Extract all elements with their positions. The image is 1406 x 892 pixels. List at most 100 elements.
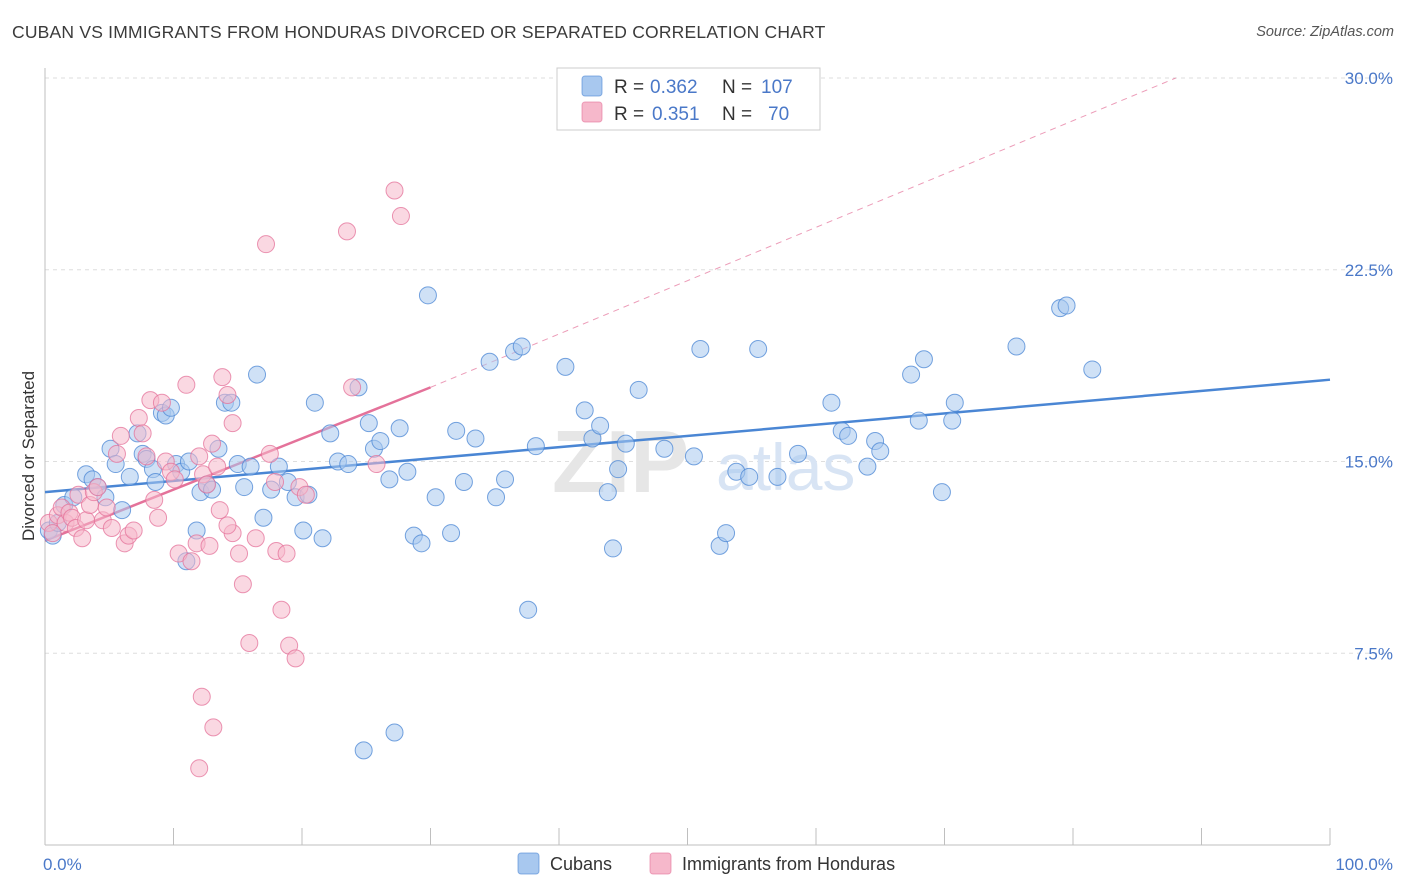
trend-line-dashed-1 [430, 77, 1176, 388]
data-point [768, 467, 787, 486]
data-point [113, 501, 132, 520]
data-point [902, 365, 921, 384]
data-point [932, 483, 951, 502]
data-point [233, 575, 252, 594]
data-point [717, 524, 736, 543]
data-point [192, 687, 211, 706]
data-point [603, 539, 622, 558]
source-label: Source: ZipAtlas.com [1256, 24, 1394, 40]
legend-r-label-0: R = [614, 77, 644, 98]
data-point [616, 434, 635, 453]
data-point [519, 600, 538, 619]
data-point [210, 501, 229, 520]
data-point [266, 472, 285, 491]
data-point [609, 460, 628, 479]
legend-swatch-cubans [581, 75, 603, 97]
data-point [111, 426, 130, 445]
data-point [177, 375, 196, 394]
data-point [412, 534, 431, 553]
data-point [371, 432, 390, 451]
trend-line-0 [44, 378, 1331, 494]
data-point [909, 411, 928, 430]
data-point [120, 467, 139, 486]
data-point [426, 488, 445, 507]
y-axis-label: Divorced or Separated [19, 371, 38, 541]
data-point [858, 457, 877, 476]
data-point [391, 207, 410, 226]
y-tick-label: 7.5% [1354, 644, 1393, 663]
data-point [385, 723, 404, 742]
data-point [197, 475, 216, 494]
data-point [914, 350, 933, 369]
data-point [447, 421, 466, 440]
data-point [575, 401, 594, 420]
legend-n-value-1: 70 [768, 104, 789, 125]
data-point [943, 411, 962, 430]
data-point [102, 518, 121, 537]
data-point [272, 600, 291, 619]
data-point [871, 442, 890, 461]
data-point [398, 462, 417, 481]
data-point [190, 447, 209, 466]
data-point [190, 759, 209, 778]
data-point [556, 357, 575, 376]
data-point [339, 455, 358, 474]
y-tick-label: 15.0% [1345, 453, 1393, 472]
x-tick-labels: 0.0% 100.0% [43, 855, 1393, 874]
data-points [39, 181, 1102, 778]
data-point [218, 386, 237, 405]
legend-box: R = 0.362 N = 107 R = 0.351 N = 70 [556, 67, 821, 131]
data-point [152, 393, 171, 412]
legend-swatch-honduras [581, 101, 603, 123]
legend-n-value-0: 107 [761, 77, 793, 98]
data-point [230, 544, 249, 563]
data-point [367, 455, 386, 474]
bottom-legend-label-cubans: Cubans [550, 854, 612, 874]
data-point [182, 552, 201, 571]
bottom-legend-label-honduras: Immigrants from Honduras [682, 854, 895, 874]
data-point [213, 368, 232, 387]
data-point [466, 429, 485, 448]
data-point [149, 508, 168, 527]
data-point [241, 457, 260, 476]
bottom-legend-swatch-honduras [649, 852, 672, 875]
data-point [200, 536, 219, 555]
data-point [591, 416, 610, 435]
data-point [1007, 337, 1026, 356]
data-point [740, 467, 759, 486]
data-point [137, 447, 156, 466]
y-tick-label: 22.5% [1345, 261, 1393, 280]
data-point [248, 365, 267, 384]
series-honduras [39, 181, 410, 778]
data-point [822, 393, 841, 412]
data-point [1057, 296, 1076, 315]
data-point [1083, 360, 1102, 379]
data-point [146, 472, 165, 491]
data-point [133, 424, 152, 443]
data-point [839, 426, 858, 445]
data-point [442, 524, 461, 543]
legend-n-label-0: N = [722, 77, 752, 98]
data-point [321, 424, 340, 443]
data-point [88, 478, 107, 497]
data-point [749, 340, 768, 359]
data-point [454, 472, 473, 491]
data-point [496, 470, 515, 489]
data-point [43, 524, 62, 543]
data-point [145, 490, 164, 509]
data-point [684, 447, 703, 466]
data-point [77, 511, 96, 530]
data-point [691, 340, 710, 359]
grid-lines [45, 77, 1392, 654]
data-point [945, 393, 964, 412]
data-point [418, 286, 437, 305]
data-point [598, 483, 617, 502]
data-point [73, 529, 92, 548]
data-point [204, 718, 223, 737]
y-tick-labels: 7.5% 15.0% 22.5% 30.0% [1345, 69, 1393, 663]
data-point [277, 544, 296, 563]
legend-r-value-1: 0.351 [652, 104, 700, 125]
data-point [526, 437, 545, 456]
data-point [223, 414, 242, 433]
